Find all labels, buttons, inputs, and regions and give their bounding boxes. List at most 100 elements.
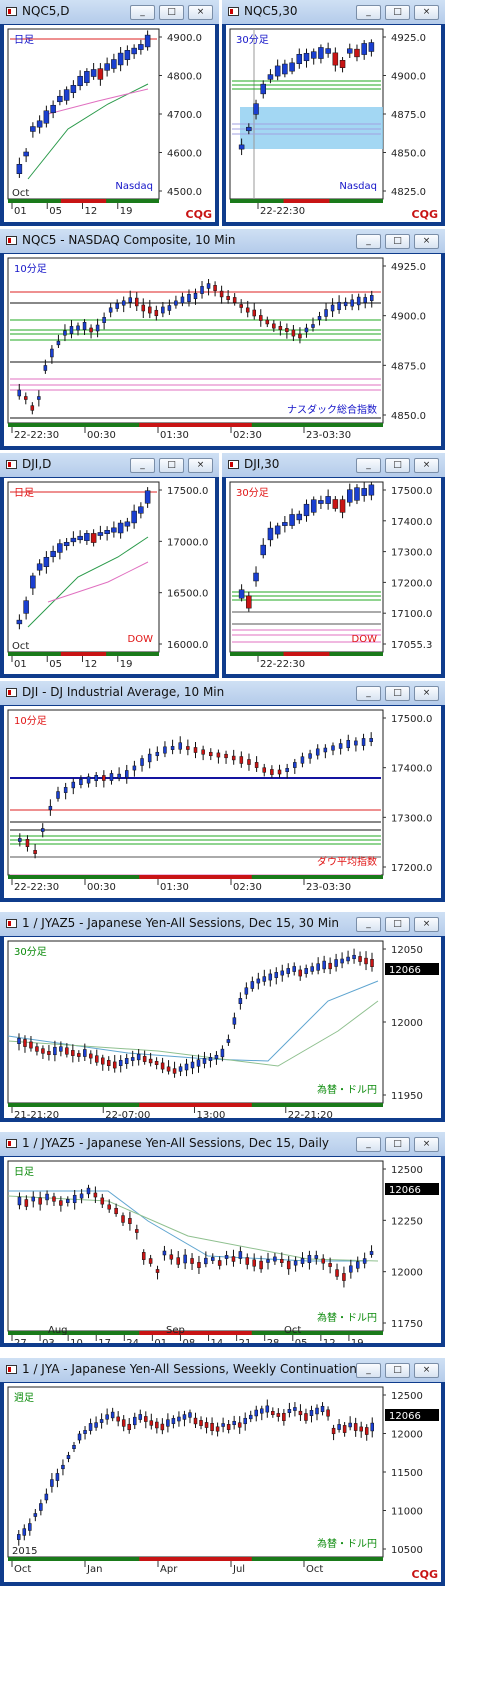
timeframe-label: 10分足	[14, 263, 47, 275]
close-button[interactable]: ×	[414, 917, 439, 932]
candle	[79, 779, 83, 785]
title-bar[interactable]: 1 / JYAZ5 - Japanese Yen-All Sessions, D…	[0, 1132, 445, 1156]
maximize-button[interactable]: □	[385, 458, 410, 473]
candle	[61, 1464, 65, 1470]
candle	[328, 962, 332, 970]
candle	[52, 1196, 56, 1202]
candle	[95, 324, 100, 332]
close-button[interactable]: ×	[414, 1137, 439, 1152]
candle	[361, 43, 367, 55]
x-tick-label: 03	[42, 1338, 55, 1343]
candle	[309, 1410, 314, 1416]
close-button[interactable]: ×	[414, 458, 439, 473]
title-bar[interactable]: NQC5,30 _ □ ×	[222, 0, 445, 24]
candle	[238, 998, 243, 1004]
minimize-button[interactable]: _	[130, 458, 155, 473]
maximize-button[interactable]: □	[159, 5, 184, 20]
window-jpy-daily[interactable]: 1 / JYAZ5 - Japanese Yen-All Sessions, D…	[0, 1132, 445, 1347]
window-dji-30min[interactable]: DJI,30 _ □ × 30分足 DOW 17500.0 17400.0 17300.0 1…	[222, 453, 445, 678]
close-button[interactable]: ×	[188, 458, 213, 473]
market-label: 為替・ドル円	[317, 1311, 377, 1324]
y-tick-label: 17300.0	[391, 548, 432, 559]
maximize-button[interactable]: □	[385, 234, 410, 249]
minimize-button[interactable]: _	[356, 1137, 381, 1152]
title-bar[interactable]: NQC5 - NASDAQ Composite, 10 Min _ □ ×	[0, 229, 445, 253]
candle	[138, 506, 144, 514]
candle	[43, 557, 50, 567]
title-bar[interactable]: 1 / JYAZ5 - Japanese Yen-All Sessions, D…	[0, 912, 445, 936]
dji-daily-chart[interactable]: 日足 DOW 17500.0 17000.0 16500.0 16000.0 01 05 12 1…	[4, 478, 215, 674]
minimize-button[interactable]: _	[130, 5, 155, 20]
maximize-button[interactable]: □	[385, 1363, 410, 1378]
candle	[148, 306, 152, 314]
nqc5-30min-chart[interactable]: 30分足 Nasdaq 4925.0 4900.0 4875.0 4850.0 4825.0…	[226, 25, 441, 222]
minimize-button[interactable]: _	[356, 458, 381, 473]
candle	[166, 1066, 171, 1072]
minimize-button[interactable]: _	[356, 234, 381, 249]
window-jpy-weekly[interactable]: 1 / JYA - Japanese Yen-All Sessions, Wee…	[0, 1358, 445, 1586]
candle	[47, 1051, 51, 1055]
close-button[interactable]: ×	[414, 5, 439, 20]
title-bar[interactable]: DJI,30 _ □ ×	[222, 453, 445, 477]
candle	[199, 1420, 203, 1426]
window-nqc5-daily[interactable]: NQC5,D _ □ × 日足 Nasdaq 4900.0 4800.0 4700.0 460…	[0, 0, 219, 226]
window-nqc5-30min[interactable]: NQC5,30 _ □ × 30分足 Nasdaq 4925.0 4900.0 4875.0…	[222, 0, 445, 226]
candle	[23, 1039, 27, 1047]
window-nasdaq-10min[interactable]: NQC5 - NASDAQ Composite, 10 Min _ □ × 10分足…	[0, 229, 445, 450]
plot-area	[7, 28, 160, 200]
nqc5-daily-chart[interactable]: 日足 Nasdaq 4900.0 4800.0 4700.0 4600.0 4500.0 01…	[4, 25, 215, 222]
maximize-button[interactable]: □	[385, 917, 410, 932]
candle	[303, 503, 310, 517]
minimize-button[interactable]: _	[356, 917, 381, 932]
title-bar[interactable]: 1 / JYA - Japanese Yen-All Sessions, Wee…	[0, 1358, 445, 1382]
candle	[300, 756, 305, 764]
maximize-button[interactable]: □	[385, 5, 410, 20]
chart-window-icon	[6, 688, 17, 697]
candle	[45, 1193, 49, 1201]
candle	[124, 1058, 129, 1064]
minimize-button[interactable]: _	[356, 686, 381, 701]
candle	[346, 739, 351, 749]
candle	[162, 1250, 167, 1256]
close-button[interactable]: ×	[414, 234, 439, 249]
candle	[180, 296, 185, 304]
candle	[63, 330, 67, 336]
candle	[55, 1473, 60, 1481]
session-bar-segment	[139, 1103, 252, 1107]
candle	[16, 619, 23, 625]
candle	[342, 1273, 346, 1281]
close-button[interactable]: ×	[414, 1363, 439, 1378]
title-bar[interactable]: DJI,D _ □ ×	[0, 453, 219, 477]
title-bar[interactable]: DJI - DJ Industrial Average, 10 Min _ □ ×	[0, 681, 445, 705]
candle	[296, 513, 303, 521]
window-dji-10min[interactable]: DJI - DJ Industrial Average, 10 Min _ □ × …	[0, 681, 445, 902]
candle	[84, 71, 90, 83]
candle	[232, 1017, 237, 1025]
minimize-button[interactable]: _	[356, 1363, 381, 1378]
candle	[77, 75, 83, 87]
x-tick-label: 10	[70, 1338, 83, 1343]
close-button[interactable]: ×	[414, 686, 439, 701]
x-tick-label: 02:30	[233, 430, 262, 441]
candle	[102, 317, 106, 323]
y-tick-label: 12500	[391, 1165, 423, 1176]
candle	[310, 966, 314, 972]
window-jpy-30min[interactable]: 1 / JYAZ5 - Japanese Yen-All Sessions, D…	[0, 912, 445, 1122]
title-bar[interactable]: NQC5,D _ □ ×	[0, 0, 219, 24]
window-dji-daily[interactable]: DJI,D _ □ × 日足 DOW 17500.0 17000.0 16500.0 1600…	[0, 453, 219, 678]
candle	[260, 83, 266, 95]
minimize-button[interactable]: _	[356, 5, 381, 20]
candle	[304, 968, 308, 974]
maximize-button[interactable]: □	[385, 1137, 410, 1152]
maximize-button[interactable]: □	[385, 686, 410, 701]
close-button[interactable]: ×	[188, 5, 213, 20]
candle	[131, 510, 137, 524]
candle	[202, 1058, 207, 1064]
maximize-button[interactable]: □	[159, 458, 184, 473]
dji-30min-chart[interactable]: 30分足 DOW 17500.0 17400.0 17300.0 17200.0 17100…	[226, 478, 441, 674]
